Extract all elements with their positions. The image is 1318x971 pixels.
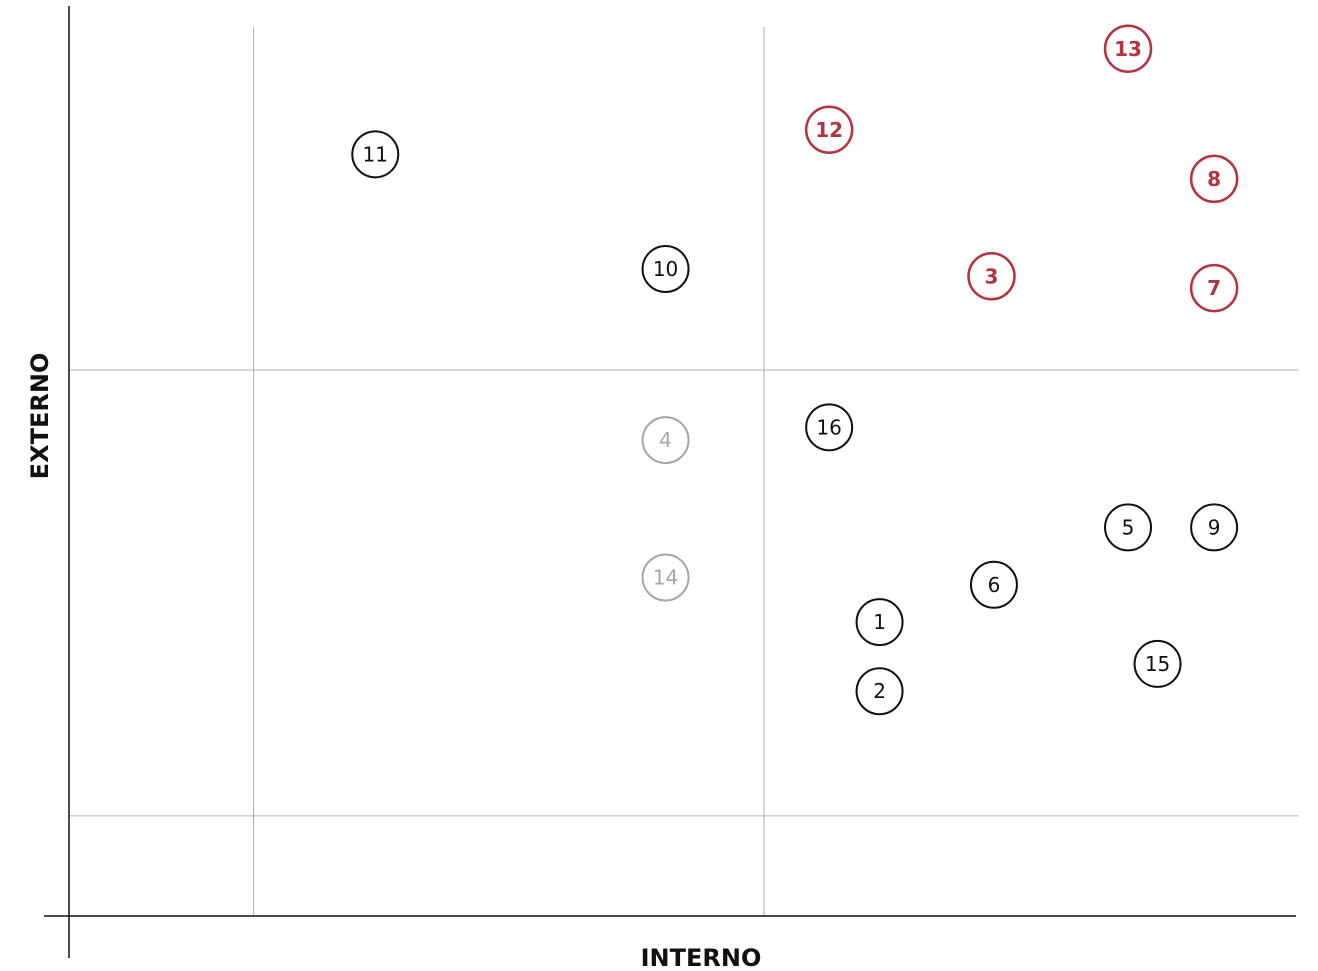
data-point-label: 5 [1122,515,1135,539]
data-point-marker [1189,263,1239,313]
data-point-label: 15 [1145,652,1170,676]
quadrant-dividers [69,27,1299,916]
data-point-7: 7 [1189,263,1239,313]
data-point-8: 8 [1189,154,1239,204]
data-point-10: 10 [641,244,690,293]
data-point-label: 3 [985,264,999,288]
data-point-3: 3 [967,252,1016,301]
data-point-marker [1189,154,1239,204]
data-point-marker [641,416,690,465]
data-point-label: 13 [1114,37,1142,61]
data-point-marker [969,560,1018,609]
data-point-14: 14 [641,553,690,602]
data-point-label: 10 [653,257,678,281]
data-point-label: 7 [1207,276,1221,300]
data-point-16: 16 [805,403,854,452]
data-point-marker [805,403,854,452]
data-point-label: 8 [1207,167,1221,191]
data-point-marker [804,105,854,155]
data-point-13: 13 [1103,24,1153,74]
data-point-marker [1104,503,1153,552]
data-point-11: 11 [351,130,400,179]
data-point-marker [855,598,904,647]
data-point-marker [1103,24,1153,74]
data-point-marker [1190,503,1239,552]
data-point-label: 2 [873,679,886,703]
data-point-6: 6 [969,560,1018,609]
y-axis-title: EXTERNO [26,353,54,480]
data-point-marker [351,130,400,179]
data-point-label: 16 [816,415,841,439]
data-point-label: 14 [653,565,678,589]
data-point-12: 12 [804,105,854,155]
data-point-marker [855,667,904,716]
x-axis-title: INTERNO [641,944,762,971]
data-point-15: 15 [1133,639,1182,688]
data-point-4: 4 [641,416,690,465]
data-point-marker [641,244,690,293]
data-point-5: 5 [1104,503,1153,552]
data-point-label: 9 [1208,515,1221,539]
data-point-label: 1 [873,610,886,634]
data-point-marker [967,252,1016,301]
data-point-label: 11 [363,142,388,166]
data-point-label: 12 [815,118,843,142]
data-point-9: 9 [1190,503,1239,552]
data-point-label: 6 [988,573,1001,597]
data-point-marker [641,553,690,602]
axes [44,6,1296,958]
data-point-2: 2 [855,667,904,716]
data-point-marker [1133,639,1182,688]
data-point-1: 1 [855,598,904,647]
data-point-label: 4 [659,428,672,452]
